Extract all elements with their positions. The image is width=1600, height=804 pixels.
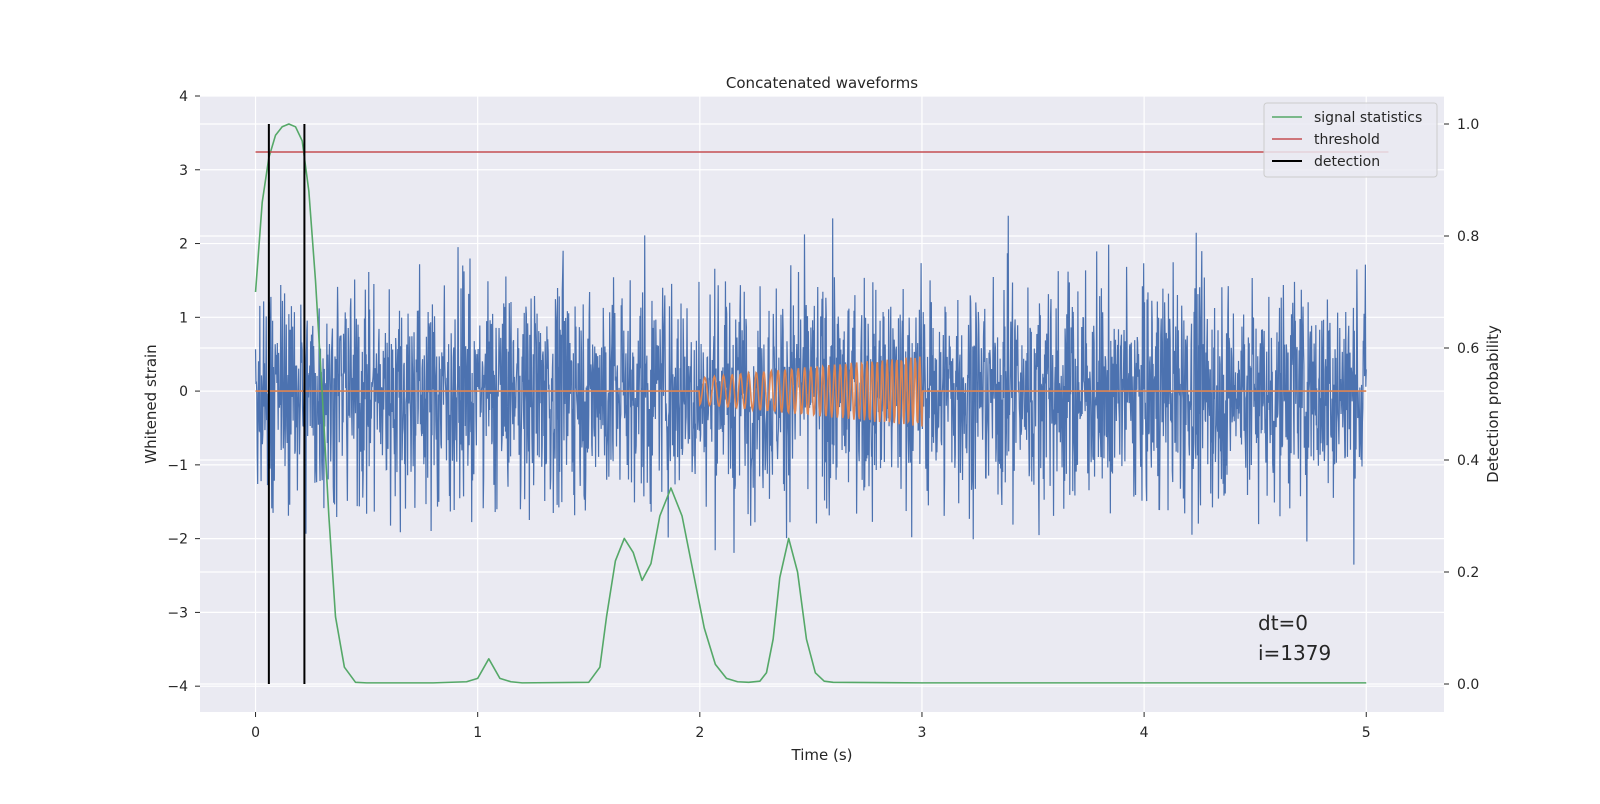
y-tick-label: 4 xyxy=(179,89,188,105)
y-right-tick-label: 0.4 xyxy=(1457,453,1479,469)
x-tick-label: 1 xyxy=(473,725,482,741)
axes: 0 1 2 3 4 5 −4 −3 −2 −1 0 1 2 3 4 0.0 0.2 0.4 0.6 0.8 1.0 xyxy=(167,89,1479,741)
x-axis-label: Time (s) xyxy=(791,746,853,764)
y-axis-right-label: Detection probability xyxy=(1484,325,1502,483)
y-tick-label: 1 xyxy=(179,310,188,326)
y-tick-label: 2 xyxy=(179,237,188,253)
signal-statistics-line xyxy=(254,123,1367,684)
x-tick-label: 2 xyxy=(695,725,704,741)
annotation-index: i=1379 xyxy=(1258,641,1331,665)
legend: signal statistics threshold detection xyxy=(1263,102,1438,178)
legend-label-threshold: threshold xyxy=(1314,132,1380,148)
y-right-tick-label: 1.0 xyxy=(1457,117,1479,133)
y-tick-label: 0 xyxy=(179,384,188,400)
y-right-tick-label: 0.6 xyxy=(1457,341,1479,357)
x-tick-label: 5 xyxy=(1362,725,1371,741)
strain-line xyxy=(254,215,1367,565)
chart-title: Concatenated waveforms xyxy=(726,74,918,92)
legend-label-signal: signal statistics xyxy=(1314,110,1422,126)
y-tick-label: −4 xyxy=(167,679,188,695)
y-right-tick-label: 0.0 xyxy=(1457,677,1479,693)
y-tick-label: 3 xyxy=(179,163,188,179)
x-tick-label: 0 xyxy=(251,725,260,741)
y-tick-label: −3 xyxy=(167,605,188,621)
y-right-tick-label: 0.2 xyxy=(1457,565,1479,581)
template-line xyxy=(255,356,1367,427)
y-tick-label: −2 xyxy=(167,532,188,548)
x-tick-label: 3 xyxy=(918,725,927,741)
y-right-tick-label: 0.8 xyxy=(1457,229,1479,245)
annotation-dt: dt=0 xyxy=(1258,611,1308,635)
legend-box xyxy=(1263,102,1438,178)
probability-series xyxy=(254,123,1389,684)
y-axis-label: Whitened strain xyxy=(142,344,160,463)
y-tick-label: −1 xyxy=(167,458,188,474)
strain-series xyxy=(254,215,1367,565)
x-tick-label: 4 xyxy=(1140,725,1149,741)
legend-label-detection: detection xyxy=(1314,154,1380,170)
template-series xyxy=(255,356,1367,427)
